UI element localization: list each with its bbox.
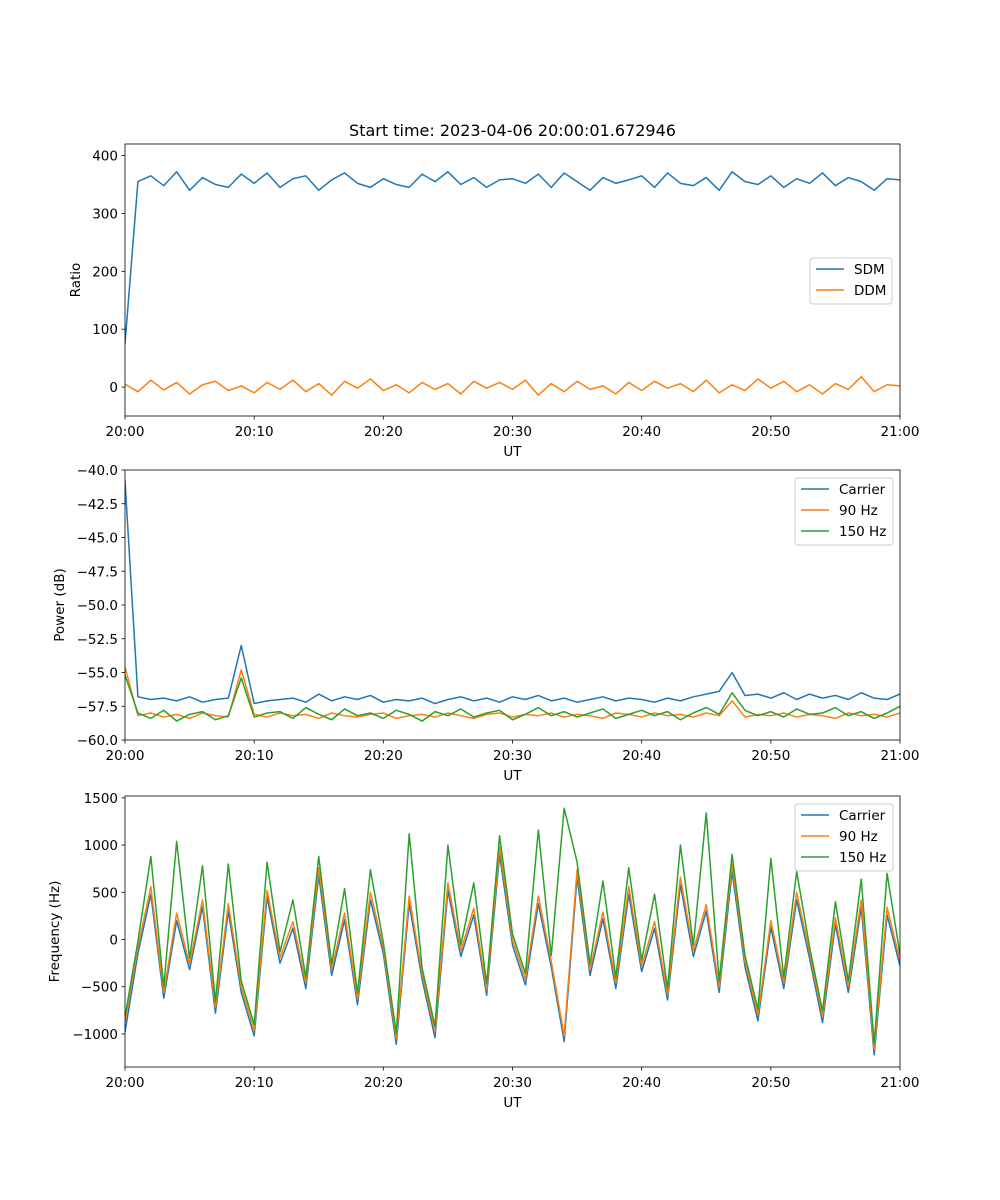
y-tick-label: 500	[92, 885, 118, 901]
series-line-150-hz	[125, 674, 900, 722]
x-tick-label: 20:00	[106, 1075, 145, 1091]
x-tick-label: 20:30	[493, 424, 532, 440]
x-tick-label: 20:40	[622, 1075, 661, 1091]
x-tick-label: 20:20	[364, 1075, 403, 1091]
y-tick-label: −55.0	[77, 666, 118, 682]
x-tick-label: 20:20	[364, 748, 403, 764]
x-tick-label: 21:00	[881, 748, 920, 764]
series-group	[125, 480, 900, 722]
x-tick-label: 20:30	[493, 748, 532, 764]
legend-box	[794, 477, 894, 546]
series-line-90-hz	[125, 666, 900, 720]
series-line-90-hz	[125, 846, 900, 1050]
y-tick-label: −42.5	[77, 497, 118, 513]
legend-label: Carrier	[839, 482, 886, 498]
y-tick-label: 0	[109, 933, 118, 949]
y-tick-label: −40.0	[77, 463, 118, 479]
legend: Carrier 90 Hz 150 Hz	[794, 477, 894, 546]
subplot-1: 20:00 20:10 20:20 20:30 20:40 20:50 21:00 0 100 2…	[68, 143, 920, 460]
y-tick-label: 1000	[84, 838, 118, 854]
y-tick-label: −47.5	[77, 564, 118, 580]
subplot-3: 20:00 20:10 20:20 20:30 20:40 20:50 21:00 −1000…	[47, 791, 919, 1111]
y-tick-label: −57.5	[77, 699, 118, 715]
series-group	[125, 171, 900, 396]
subplots: 20:00 20:10 20:20 20:30 20:40 20:50 21:00 0 100 2…	[47, 143, 920, 1111]
x-tick-label: 20:20	[364, 424, 403, 440]
y-tick-label: 200	[92, 264, 118, 280]
x-tick-label: 21:00	[881, 424, 920, 440]
y-tick-label: −50.0	[77, 598, 118, 614]
y-tick-label: 300	[92, 206, 118, 222]
x-tick-label: 20:50	[751, 748, 790, 764]
legend-box	[794, 803, 894, 872]
x-tick-label: 20:00	[106, 424, 145, 440]
y-tick-label: −60.0	[77, 733, 118, 749]
x-tick-label: 20:30	[493, 1075, 532, 1091]
x-tick-label: 20:00	[106, 748, 145, 764]
y-tick-label: 0	[109, 380, 118, 396]
y-axis-label: Frequency (Hz)	[47, 881, 63, 983]
legend: Carrier 90 Hz 150 Hz	[794, 803, 894, 872]
series-line-150-hz	[125, 807, 900, 1045]
x-tick-label: 20:40	[622, 748, 661, 764]
x-tick-label: 20:10	[235, 424, 274, 440]
series-line-ddm	[125, 375, 900, 396]
x-axis-label: UT	[503, 444, 522, 460]
y-axis-label: Ratio	[68, 263, 84, 298]
legend-label: 150 Hz	[839, 850, 886, 866]
figure-title: Start time: 2023-04-06 20:00:01.672946	[349, 121, 676, 140]
legend: SDM DDM	[809, 257, 893, 305]
legend-label: 150 Hz	[839, 524, 886, 540]
series-group	[125, 807, 900, 1056]
y-tick-label: 400	[92, 149, 118, 165]
subplot-2: 20:00 20:10 20:20 20:30 20:40 20:50 21:00 −60.0…	[52, 463, 919, 784]
x-axis-label: UT	[503, 768, 522, 784]
x-tick-label: 20:10	[235, 1075, 274, 1091]
x-tick-label: 20:50	[751, 424, 790, 440]
x-axis-label: UT	[503, 1095, 522, 1111]
x-tick-label: 20:50	[751, 1075, 790, 1091]
legend-label: 90 Hz	[839, 503, 878, 519]
legend-label: SDM	[854, 262, 885, 278]
legend-label: Carrier	[839, 808, 886, 824]
y-tick-label: −500	[81, 980, 118, 996]
series-line-sdm	[125, 171, 900, 344]
x-tick-label: 21:00	[881, 1075, 920, 1091]
x-tick-label: 20:10	[235, 748, 274, 764]
y-tick-label: −1000	[72, 1027, 118, 1043]
legend-label: DDM	[854, 283, 886, 299]
series-line-carrier	[125, 853, 900, 1056]
y-axis-label: Power (dB)	[52, 568, 68, 641]
y-tick-label: 100	[92, 322, 118, 338]
y-tick-label: −52.5	[77, 632, 118, 648]
x-tick-label: 20:40	[622, 424, 661, 440]
series-line-carrier	[125, 480, 900, 705]
y-tick-label: −45.0	[77, 531, 118, 547]
legend-label: 90 Hz	[839, 829, 878, 845]
y-tick-label: 1500	[84, 791, 118, 807]
